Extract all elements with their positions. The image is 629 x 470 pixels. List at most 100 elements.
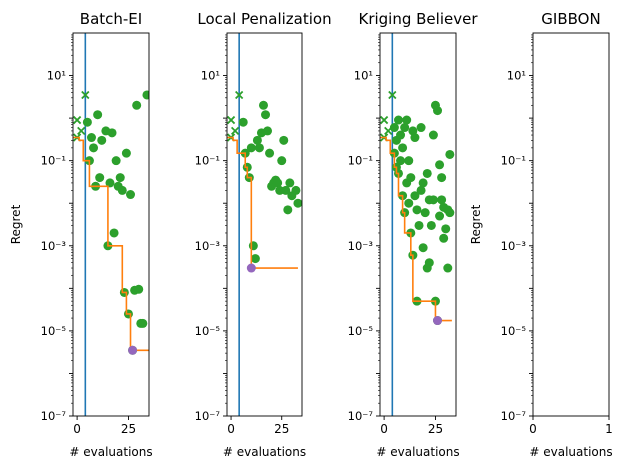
- best-point: [246, 263, 256, 273]
- axes-frame: [532, 32, 610, 417]
- data-point: [252, 135, 262, 145]
- data-point: [418, 178, 428, 188]
- y-tick-label: 10⁻⁵: [501, 324, 527, 338]
- data-point: [445, 208, 455, 218]
- axes-frame: [379, 32, 457, 417]
- best-so-far-line: [73, 136, 149, 352]
- data-point: [418, 243, 428, 253]
- axes-frame: [226, 32, 303, 417]
- data-point: [261, 110, 271, 120]
- data-point: [111, 156, 121, 166]
- best-point: [433, 316, 443, 326]
- subplot-0: 10⁻⁷ 10⁻⁵ 10⁻³ 10⁻¹ 10¹ 0 25 Batch-EI # evaluati…: [9, 10, 153, 459]
- data-point: [416, 185, 426, 195]
- data-point: [142, 90, 149, 100]
- subplot-1: 10⁻⁷ 10⁻⁵ 10⁻³ 10⁻¹ 10¹ 0 25 Local Penalization…: [195, 10, 332, 459]
- data-point: [424, 258, 434, 268]
- subplot-title: Batch-EI: [80, 10, 142, 28]
- initial-point: [380, 115, 389, 125]
- data-point: [263, 126, 273, 136]
- data-point: [250, 254, 260, 264]
- data-point: [428, 195, 438, 205]
- data-point: [402, 115, 412, 125]
- data-point: [410, 191, 420, 201]
- data-point: [273, 178, 283, 188]
- axes-frame: [72, 32, 150, 417]
- data-point: [93, 110, 103, 120]
- data-point: [412, 205, 422, 215]
- x-tick-label: 25: [274, 422, 289, 436]
- data-point: [283, 205, 293, 215]
- data-point: [238, 117, 248, 127]
- data-point: [97, 135, 107, 145]
- data-point: [445, 149, 455, 159]
- data-point: [435, 160, 445, 170]
- data-point: [121, 148, 131, 158]
- y-tick-label: 10⁻³: [501, 239, 527, 253]
- data-point: [400, 123, 410, 133]
- initial-point: [81, 90, 90, 100]
- best-point: [128, 345, 138, 355]
- data-point: [258, 100, 268, 110]
- x-tick-label: 1: [605, 422, 613, 436]
- data-point: [437, 173, 447, 183]
- y-tick-label: 10¹: [47, 69, 66, 83]
- data-point: [420, 208, 430, 218]
- data-point: [410, 133, 420, 143]
- data-point: [246, 143, 256, 153]
- y-tick-label: 10⁻⁵: [348, 324, 374, 338]
- x-tick-label: 0: [529, 422, 537, 436]
- data-point: [107, 128, 117, 138]
- data-point: [437, 195, 447, 205]
- x-tick-label: 0: [73, 422, 81, 436]
- data-point: [117, 185, 127, 195]
- best-so-far-line: [380, 136, 452, 322]
- x-tick-label: 0: [380, 422, 388, 436]
- x-axis-label: # evaluations: [376, 445, 459, 459]
- data-point: [105, 178, 115, 188]
- x-axis-label: # evaluations: [223, 445, 306, 459]
- data-point: [86, 133, 96, 143]
- y-tick-label: 10⁻¹: [348, 154, 373, 168]
- initial-point: [227, 115, 236, 125]
- subplot-title: Kriging Believer: [358, 10, 478, 28]
- data-point: [428, 130, 438, 140]
- data-point: [277, 156, 287, 166]
- data-point: [389, 123, 399, 133]
- subplot-2: 10⁻⁷ 10⁻⁵ 10⁻³ 10⁻¹ 10¹ 0 25 Kriging Believer # …: [348, 10, 479, 459]
- y-tick-label: 10⁻⁷: [195, 409, 221, 423]
- y-tick-label: 10¹: [201, 69, 220, 83]
- y-tick-label: 10⁻⁵: [41, 324, 67, 338]
- data-point: [138, 318, 148, 328]
- x-tick-label: 25: [121, 422, 136, 436]
- subplot-3: 10⁻⁷ 10⁻⁵ 10⁻³ 10⁻¹ 10¹ 0 1 GIBBON # evaluations…: [469, 10, 613, 459]
- data-point: [422, 168, 432, 178]
- x-tick-label: 25: [428, 422, 443, 436]
- y-tick-label: 10¹: [354, 69, 373, 83]
- data-point: [281, 185, 291, 195]
- y-tick-label: 10⁻⁷: [348, 409, 374, 423]
- data-point: [443, 263, 453, 273]
- y-tick-label: 10⁻⁷: [501, 409, 527, 423]
- data-point: [439, 233, 449, 243]
- subplot-title: Local Penalization: [197, 10, 331, 28]
- y-tick-label: 10⁻³: [195, 239, 221, 253]
- data-point: [441, 224, 451, 234]
- x-axis-label: # evaluations: [529, 445, 612, 459]
- y-tick-label: 10⁻¹: [195, 154, 220, 168]
- data-point: [109, 228, 119, 238]
- y-axis-label: Regret: [469, 204, 483, 244]
- data-point: [404, 198, 414, 208]
- data-point: [285, 178, 295, 188]
- data-point: [248, 241, 258, 251]
- data-point: [416, 123, 426, 133]
- data-point: [433, 106, 443, 116]
- initial-point: [230, 126, 240, 136]
- data-point: [115, 173, 125, 183]
- initial-point: [235, 90, 244, 100]
- y-tick-label: 10⁻⁷: [41, 409, 67, 423]
- y-tick-label: 10⁻¹: [41, 154, 66, 168]
- x-axis-label: # evaluations: [69, 445, 152, 459]
- data-point: [406, 173, 416, 183]
